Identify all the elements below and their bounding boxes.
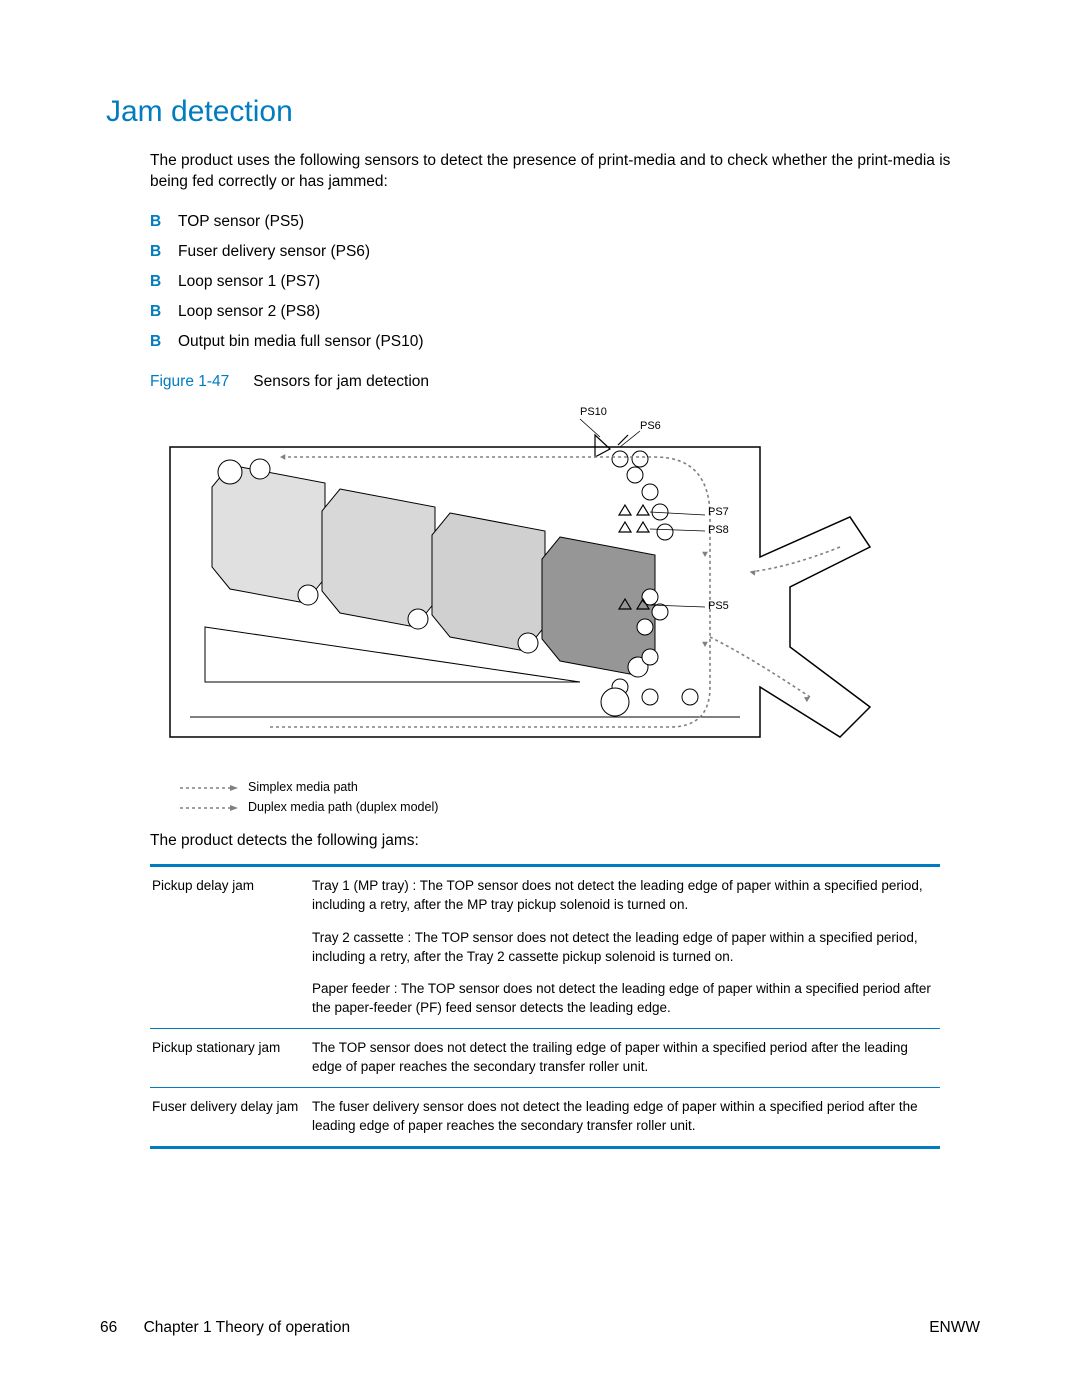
sensor-item-label: Output bin media full sensor (PS10)	[178, 333, 424, 351]
jam-desc: Tray 1 (MP tray) : The TOP sensor does n…	[310, 865, 940, 1028]
sensor-item-label: TOP sensor (PS5)	[178, 213, 304, 231]
chapter-label: Chapter 1 Theory of operation	[144, 1319, 351, 1336]
bullet-icon: B	[150, 213, 178, 231]
svg-text:PS5: PS5	[708, 600, 729, 612]
jam-name: Pickup delay jam	[150, 865, 310, 1028]
figure-title: Sensors for jam detection	[253, 373, 429, 390]
bullet-icon: B	[150, 333, 178, 351]
legend-simplex: Simplex media path	[248, 780, 358, 794]
jam-table: Pickup delay jamTray 1 (MP tray) : The T…	[150, 864, 940, 1149]
intro-text: The product uses the following sensors t…	[150, 151, 980, 193]
page-number: 66	[100, 1319, 117, 1336]
svg-text:PS6: PS6	[640, 420, 661, 432]
jam-name: Pickup stationary jam	[150, 1029, 310, 1088]
bullet-icon: B	[150, 243, 178, 261]
bullet-icon: B	[150, 273, 178, 291]
table-row: Pickup delay jamTray 1 (MP tray) : The T…	[150, 865, 940, 1028]
arrow-icon	[180, 802, 240, 812]
table-row: Fuser delivery delay jamThe fuser delive…	[150, 1087, 940, 1147]
diagram-legend: Simplex media path Duplex media path (du…	[180, 780, 980, 814]
jam-desc: The TOP sensor does not detect the trail…	[310, 1029, 940, 1088]
sensor-diagram: PS10 PS6 PS7 PS8 PS5	[150, 397, 980, 772]
bullet-icon: B	[150, 303, 178, 321]
sensor-item-label: Loop sensor 1 (PS7)	[178, 273, 320, 291]
jam-name: Fuser delivery delay jam	[150, 1087, 310, 1147]
arrow-icon	[180, 782, 240, 792]
sub-intro: The product detects the following jams:	[150, 832, 980, 850]
page-footer: 66 Chapter 1 Theory of operation ENWW	[100, 1319, 980, 1337]
sensor-item-label: Fuser delivery sensor (PS6)	[178, 243, 370, 261]
table-row: Pickup stationary jamThe TOP sensor does…	[150, 1029, 940, 1088]
footer-right: ENWW	[929, 1319, 980, 1337]
figure-caption: Figure 1-47 Sensors for jam detection	[150, 373, 980, 391]
legend-duplex: Duplex media path (duplex model)	[248, 800, 438, 814]
sensor-item-label: Loop sensor 2 (PS8)	[178, 303, 320, 321]
jam-desc: The fuser delivery sensor does not detec…	[310, 1087, 940, 1147]
page-title: Jam detection	[106, 95, 980, 129]
svg-text:PS7: PS7	[708, 506, 729, 518]
figure-label: Figure 1-47	[150, 373, 229, 390]
svg-text:PS8: PS8	[708, 524, 729, 536]
sensor-list: BTOP sensor (PS5) BFuser delivery sensor…	[150, 213, 980, 351]
svg-text:PS10: PS10	[580, 406, 607, 418]
